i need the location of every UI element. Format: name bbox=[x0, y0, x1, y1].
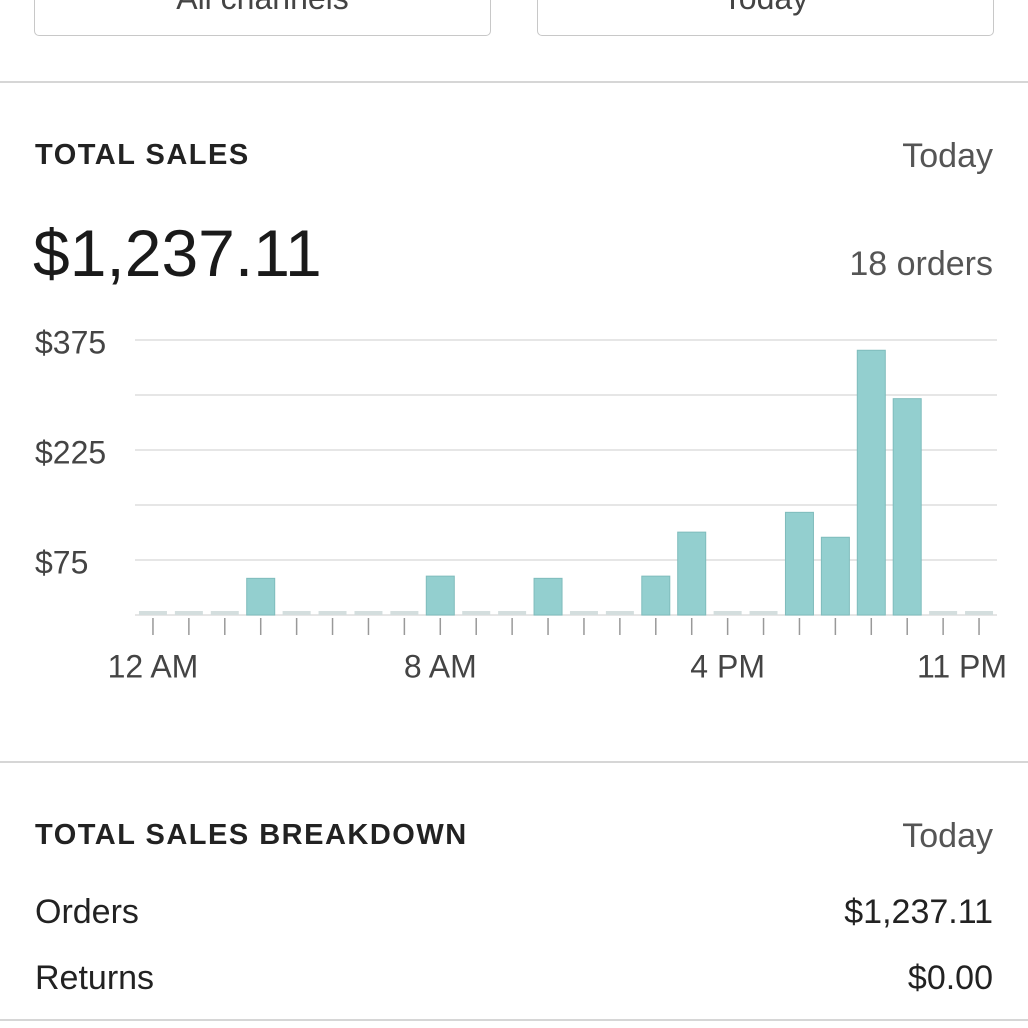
divider bbox=[0, 1019, 1028, 1021]
bar bbox=[138, 611, 167, 615]
bar bbox=[246, 577, 276, 616]
bar bbox=[210, 611, 239, 615]
row-amount: $1,237.11 bbox=[844, 893, 993, 931]
x-tick-label: 12 AM bbox=[108, 648, 199, 684]
total-sales: $1,237.11 bbox=[33, 216, 322, 290]
y-tick-label: $75 bbox=[35, 544, 88, 580]
row-label: Orders bbox=[35, 893, 139, 931]
channel-dropdown[interactable]: All channels bbox=[34, 0, 491, 36]
bar bbox=[425, 575, 455, 616]
bar bbox=[569, 611, 598, 615]
order-count: 18 orders bbox=[849, 245, 993, 283]
bar bbox=[784, 511, 814, 616]
bar bbox=[282, 611, 311, 615]
bar bbox=[892, 398, 922, 616]
bar bbox=[498, 611, 527, 615]
bar bbox=[605, 611, 634, 615]
row-label: Returns bbox=[35, 959, 155, 997]
bar bbox=[677, 531, 707, 616]
section-heading: TOTAL SALES BREAKDOWN bbox=[35, 819, 468, 851]
y-tick-label: $375 bbox=[35, 324, 106, 360]
section-heading: TOTAL SALES bbox=[35, 139, 250, 171]
chart: $75 $225 $375 12 AM 8 AM 4 PM 11 PM bbox=[35, 324, 1007, 684]
bar bbox=[929, 611, 958, 615]
period-label: Today bbox=[902, 817, 993, 855]
period-label: Today bbox=[902, 137, 993, 175]
divider bbox=[0, 81, 1028, 83]
bar bbox=[318, 611, 347, 615]
bar bbox=[462, 611, 491, 615]
bar bbox=[174, 611, 203, 615]
bar bbox=[533, 577, 563, 616]
row-amount: $0.00 bbox=[907, 959, 993, 997]
bar bbox=[390, 611, 419, 615]
bar bbox=[713, 611, 742, 615]
period-text: Today bbox=[723, 0, 808, 16]
bar bbox=[820, 536, 850, 616]
bar bbox=[749, 611, 778, 615]
bar bbox=[354, 611, 383, 615]
divider bbox=[0, 761, 1028, 763]
bar bbox=[856, 349, 886, 616]
y-tick-label: $225 bbox=[35, 434, 106, 470]
channel-text: All channels bbox=[176, 0, 349, 16]
bar bbox=[641, 575, 671, 616]
x-tick-label: 4 PM bbox=[690, 648, 765, 684]
period-dropdown[interactable]: Today bbox=[537, 0, 994, 36]
bar bbox=[965, 611, 994, 615]
x-tick-label: 8 AM bbox=[404, 648, 477, 684]
x-tick-label: 11 PM bbox=[917, 648, 1007, 684]
